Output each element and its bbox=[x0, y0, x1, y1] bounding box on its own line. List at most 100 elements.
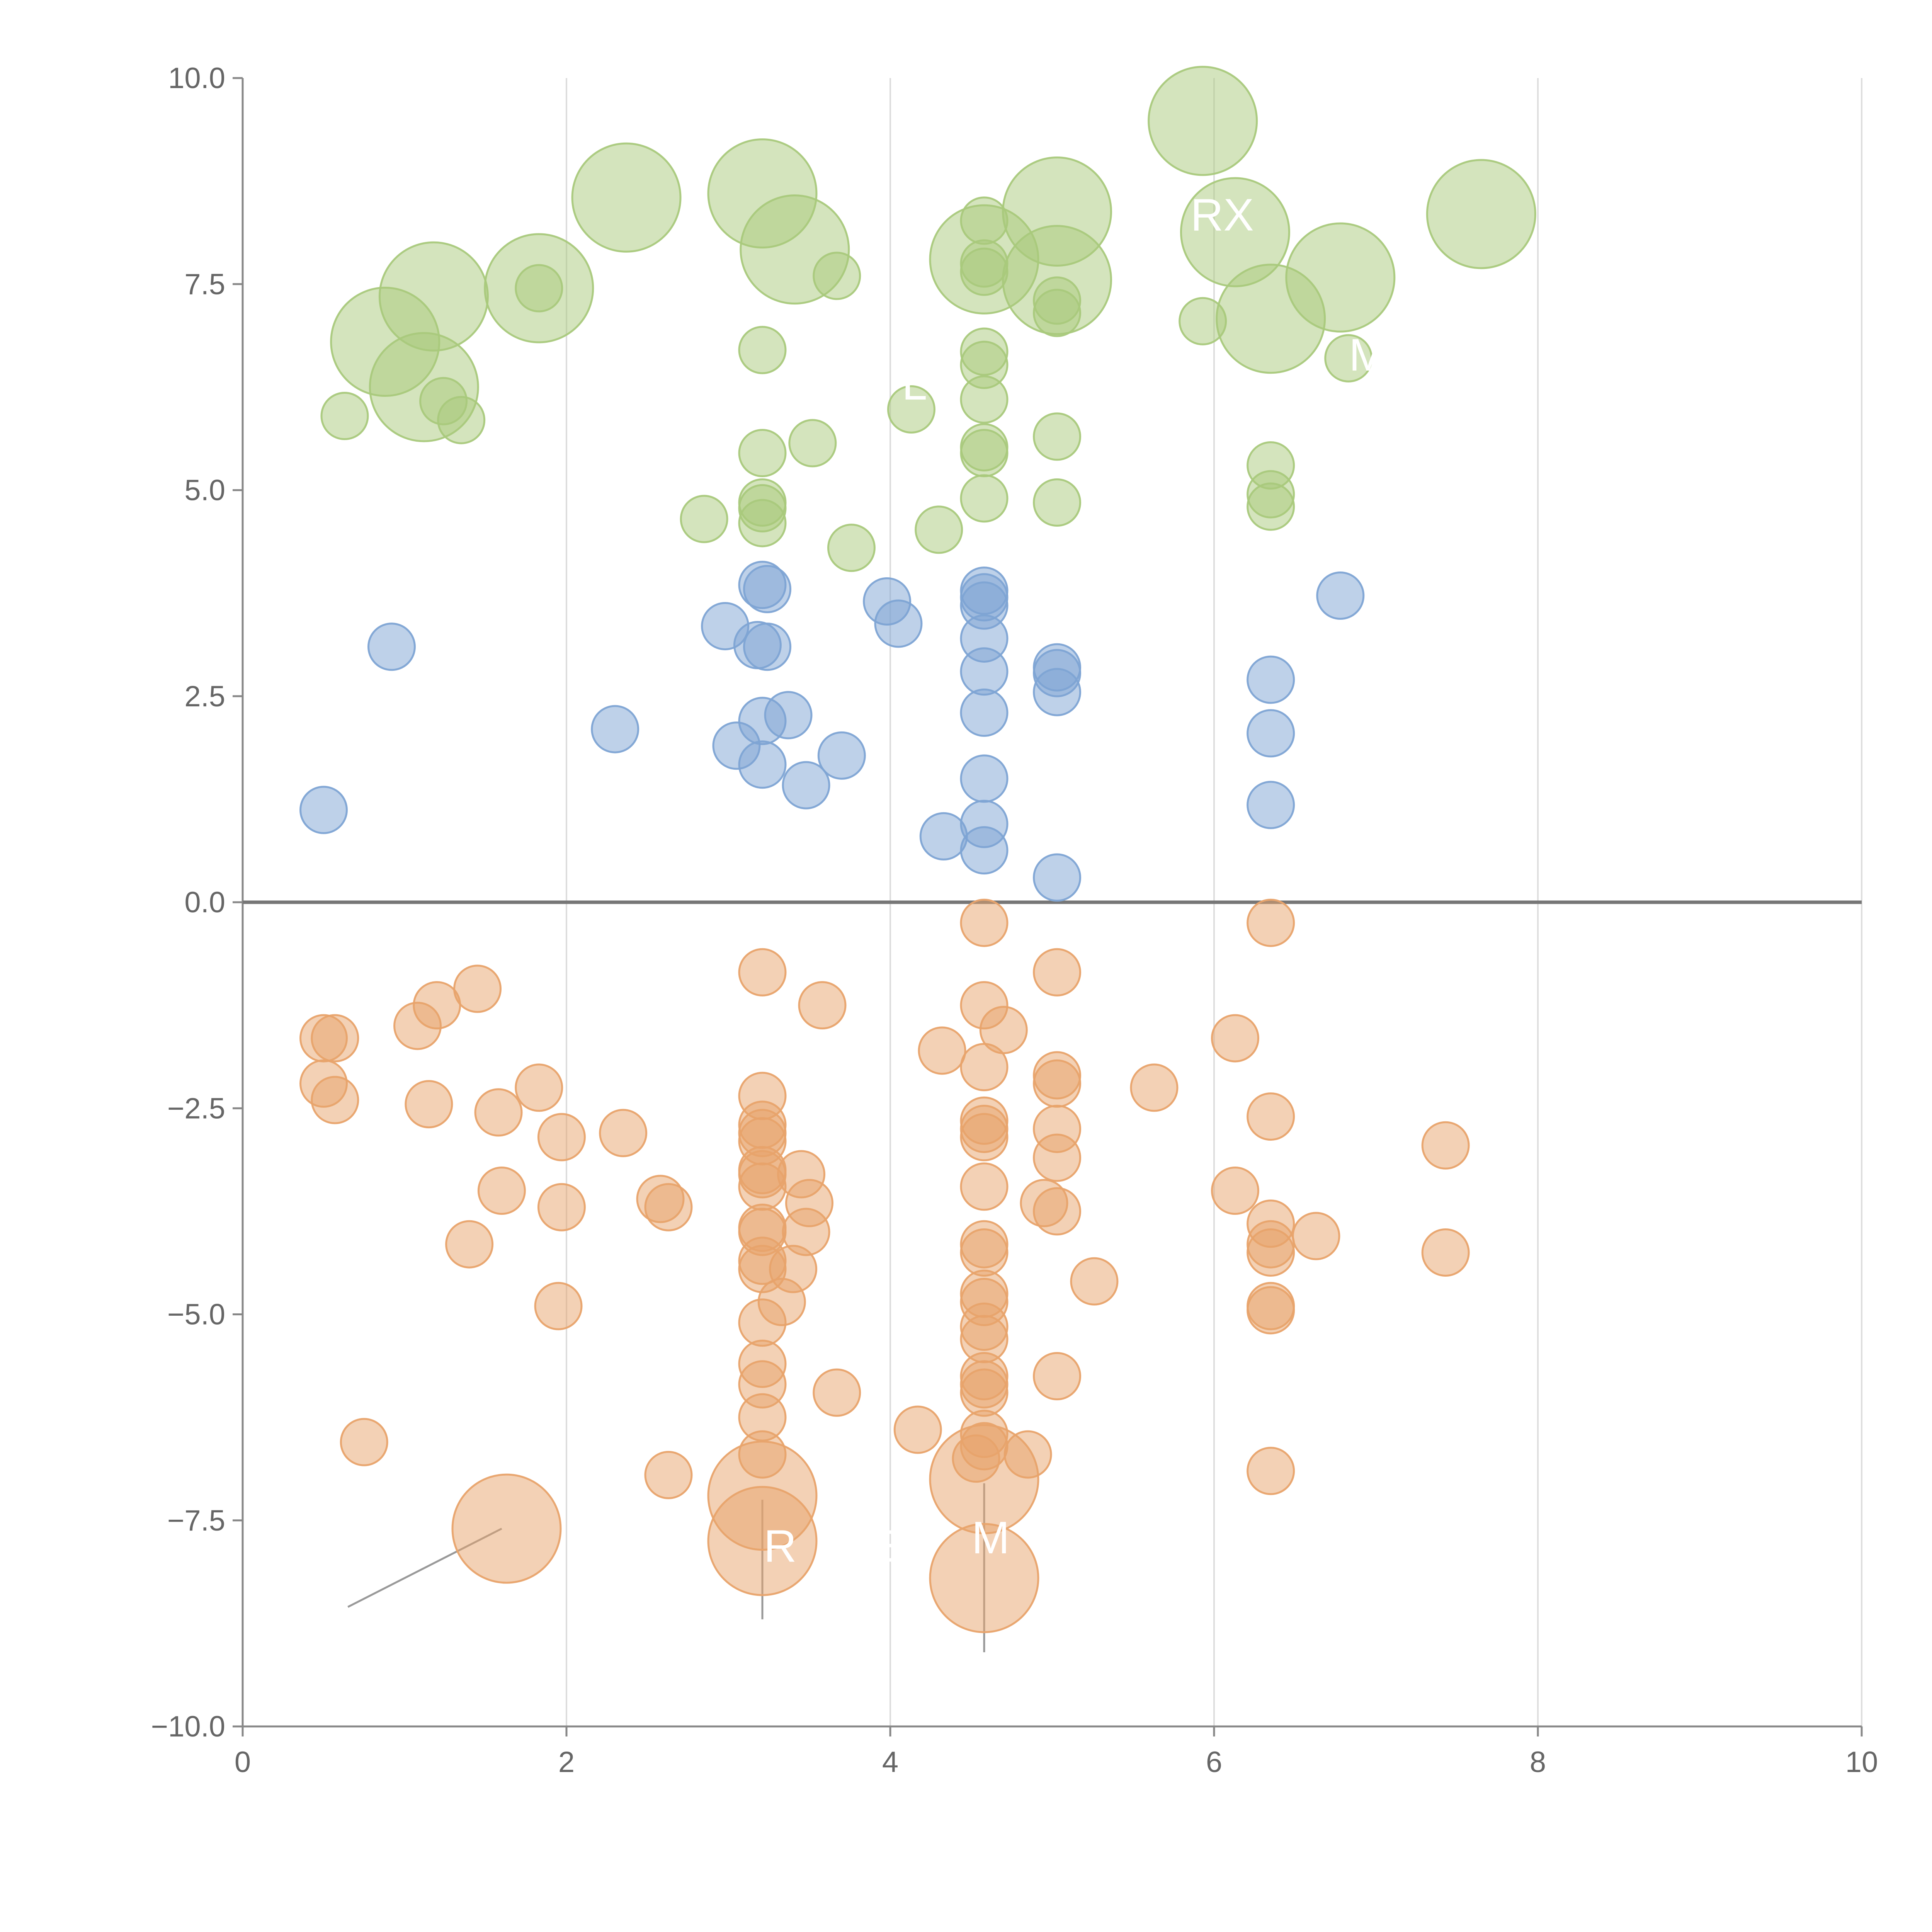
orange-point bbox=[738, 948, 787, 997]
orange-point bbox=[1211, 1014, 1259, 1063]
blue-point bbox=[591, 705, 639, 753]
green-point bbox=[960, 429, 1009, 478]
y-tick-label: −10.0 bbox=[151, 1710, 225, 1743]
y-tick-label: −2.5 bbox=[167, 1092, 225, 1125]
blue-point bbox=[1247, 709, 1295, 758]
orange-point bbox=[1003, 1430, 1052, 1479]
orange-point bbox=[445, 1220, 494, 1269]
green-point bbox=[437, 396, 486, 444]
orange-point bbox=[1033, 1187, 1082, 1236]
orange-point bbox=[1421, 1228, 1470, 1277]
orange-point bbox=[311, 1014, 359, 1063]
green-point bbox=[1033, 478, 1082, 527]
x-tick-label: 8 bbox=[1530, 1746, 1546, 1779]
annotation-label: M bbox=[1349, 330, 1387, 381]
orange-point bbox=[644, 1451, 693, 1499]
blue-point bbox=[874, 599, 923, 648]
green-point bbox=[960, 375, 1009, 424]
orange-point bbox=[537, 1113, 586, 1162]
y-tick-label: −5.0 bbox=[167, 1298, 225, 1331]
data-points bbox=[299, 66, 1536, 1633]
green-point bbox=[887, 385, 935, 434]
blue-point bbox=[1033, 853, 1082, 902]
orange-point bbox=[311, 1076, 359, 1124]
green-point bbox=[813, 252, 861, 300]
green-point bbox=[738, 429, 787, 478]
orange-point bbox=[893, 1405, 942, 1454]
y-tick-label: −7.5 bbox=[167, 1504, 225, 1537]
green-point bbox=[1285, 222, 1396, 333]
orange-point bbox=[798, 981, 847, 1030]
green-point bbox=[738, 499, 787, 548]
orange-point bbox=[813, 1368, 861, 1417]
green-point bbox=[1033, 289, 1082, 337]
orange-point bbox=[644, 1183, 693, 1231]
y-tick-label: 10.0 bbox=[168, 62, 225, 95]
blue-point bbox=[367, 622, 416, 671]
y-tick-label: 5.0 bbox=[184, 474, 225, 507]
blue-point bbox=[960, 826, 1009, 875]
orange-point bbox=[960, 1162, 1009, 1211]
orange-point bbox=[340, 1418, 388, 1466]
green-point bbox=[738, 326, 787, 374]
orange-point bbox=[785, 1179, 833, 1228]
blue-point bbox=[738, 740, 787, 789]
green-point bbox=[320, 392, 369, 440]
blue-point bbox=[960, 647, 1009, 696]
orange-point bbox=[960, 1113, 1009, 1162]
orange-point bbox=[405, 1080, 453, 1129]
x-tick-label: 0 bbox=[235, 1746, 251, 1779]
blue-point bbox=[743, 622, 792, 671]
orange-point bbox=[534, 1282, 583, 1330]
orange-point bbox=[1033, 1352, 1082, 1400]
blue-point bbox=[817, 731, 866, 780]
orange-point bbox=[960, 1368, 1009, 1417]
orange-point bbox=[1247, 898, 1295, 947]
x-tick-label: 6 bbox=[1206, 1746, 1222, 1779]
orange-point bbox=[979, 1006, 1028, 1054]
green-point bbox=[1426, 159, 1536, 269]
annotations: RX L M R E M bbox=[764, 190, 1387, 1572]
orange-point bbox=[1033, 1059, 1082, 1108]
orange-point bbox=[599, 1109, 648, 1157]
orange-point bbox=[413, 981, 461, 1030]
green-point bbox=[915, 505, 963, 554]
orange-point bbox=[474, 1088, 523, 1137]
orange-point bbox=[1033, 948, 1082, 997]
blue-point bbox=[764, 691, 813, 740]
annotation-label: RX bbox=[1190, 190, 1254, 241]
blue-point bbox=[743, 565, 792, 613]
orange-point bbox=[960, 898, 1009, 947]
orange-point bbox=[477, 1167, 526, 1215]
orange-point bbox=[960, 1228, 1009, 1277]
green-point bbox=[515, 264, 563, 313]
orange-point bbox=[1247, 1092, 1295, 1141]
orange-point bbox=[1033, 1133, 1082, 1182]
orange-point bbox=[918, 1026, 966, 1075]
green-point bbox=[1247, 482, 1295, 531]
green-point bbox=[1148, 66, 1258, 176]
green-point bbox=[827, 524, 876, 572]
blue-point bbox=[919, 812, 968, 861]
annotation-label: E bbox=[867, 1520, 898, 1571]
blue-point bbox=[1316, 571, 1365, 620]
blue-point bbox=[1247, 655, 1295, 704]
blue-point bbox=[1247, 781, 1295, 829]
orange-point bbox=[1292, 1212, 1340, 1260]
green-point bbox=[960, 474, 1009, 523]
orange-point bbox=[1130, 1063, 1179, 1112]
green-point bbox=[1033, 412, 1082, 461]
x-tick-label: 4 bbox=[882, 1746, 898, 1779]
green-point bbox=[960, 247, 1009, 296]
y-tick-label: 7.5 bbox=[184, 268, 225, 301]
green-point bbox=[1324, 334, 1373, 383]
orange-point bbox=[1211, 1167, 1259, 1215]
orange-point bbox=[929, 1523, 1039, 1633]
x-tick-label: 10 bbox=[1845, 1746, 1878, 1779]
blue-point bbox=[1033, 668, 1082, 716]
orange-point bbox=[1247, 1286, 1295, 1335]
orange-point bbox=[537, 1183, 586, 1231]
orange-point bbox=[1247, 1447, 1295, 1495]
